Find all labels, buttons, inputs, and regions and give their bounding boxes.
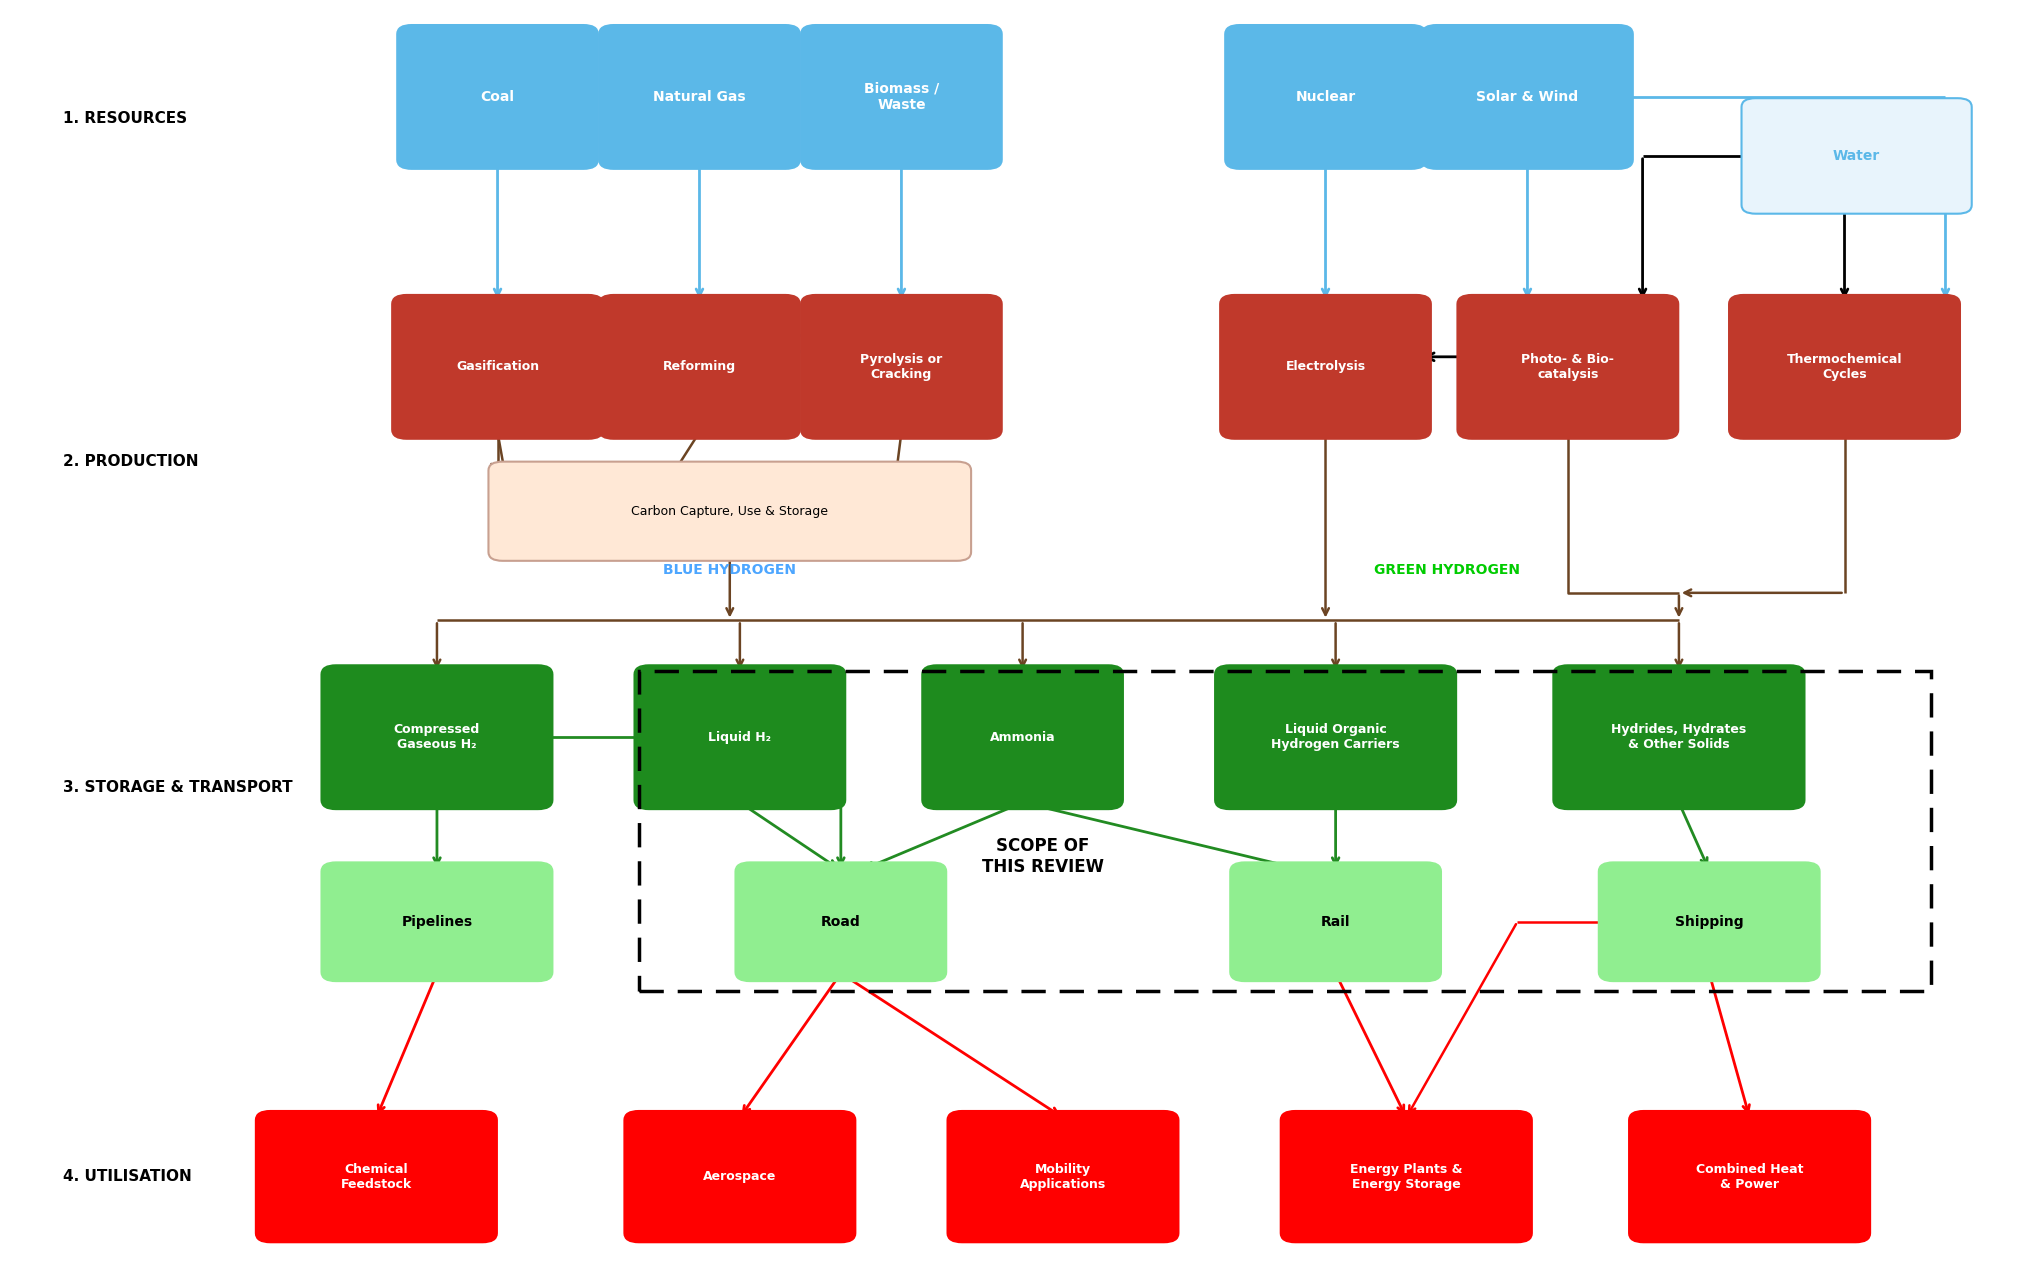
Text: 2. PRODUCTION: 2. PRODUCTION [63,454,198,469]
Text: Hydrides, Hydrates
& Other Solids: Hydrides, Hydrates & Other Solids [1612,724,1746,752]
FancyBboxPatch shape [626,1111,855,1242]
Text: Ammonia: Ammonia [990,730,1055,744]
FancyBboxPatch shape [1221,295,1430,439]
FancyBboxPatch shape [802,25,1002,169]
FancyBboxPatch shape [1600,863,1818,981]
FancyBboxPatch shape [397,25,597,169]
Text: Liquid Organic
Hydrogen Carriers: Liquid Organic Hydrogen Carriers [1272,724,1399,752]
Text: Water: Water [1833,149,1881,163]
FancyBboxPatch shape [1729,295,1960,439]
Text: Reforming: Reforming [662,361,735,373]
Text: Chemical
Feedstock: Chemical Feedstock [340,1163,411,1190]
Text: Coal: Coal [480,90,514,103]
FancyBboxPatch shape [1742,98,1972,213]
FancyBboxPatch shape [1215,666,1456,808]
Text: Shipping: Shipping [1675,914,1744,929]
FancyBboxPatch shape [1225,25,1426,169]
FancyBboxPatch shape [948,1111,1179,1242]
Text: SCOPE OF
THIS REVIEW: SCOPE OF THIS REVIEW [982,837,1104,876]
Text: Compressed
Gaseous H₂: Compressed Gaseous H₂ [393,724,480,752]
Text: 4. UTILISATION: 4. UTILISATION [63,1169,192,1184]
Text: Pyrolysis or
Cracking: Pyrolysis or Cracking [861,353,942,381]
Text: Energy Plants &
Energy Storage: Energy Plants & Energy Storage [1351,1163,1462,1190]
Text: Nuclear: Nuclear [1296,90,1355,103]
FancyBboxPatch shape [322,863,553,981]
FancyBboxPatch shape [1458,295,1679,439]
Text: Gasification: Gasification [456,361,539,373]
FancyBboxPatch shape [923,666,1122,808]
FancyBboxPatch shape [735,863,946,981]
FancyBboxPatch shape [488,462,972,561]
Text: Electrolysis: Electrolysis [1286,361,1365,373]
FancyBboxPatch shape [1231,863,1440,981]
FancyBboxPatch shape [257,1111,496,1242]
Text: Thermochemical
Cycles: Thermochemical Cycles [1786,353,1901,381]
FancyBboxPatch shape [1553,666,1804,808]
Text: Combined Heat
& Power: Combined Heat & Power [1695,1163,1804,1190]
Text: Aerospace: Aerospace [703,1170,776,1183]
Text: GREEN HYDROGEN: GREEN HYDROGEN [1373,564,1519,578]
FancyBboxPatch shape [1422,25,1632,169]
FancyBboxPatch shape [636,666,844,808]
FancyBboxPatch shape [599,25,800,169]
Text: Photo- & Bio-
catalysis: Photo- & Bio- catalysis [1521,353,1614,381]
Text: Rail: Rail [1320,914,1351,929]
FancyBboxPatch shape [802,295,1002,439]
Text: Carbon Capture, Use & Storage: Carbon Capture, Use & Storage [632,504,828,518]
Text: 1. RESOURCES: 1. RESOURCES [63,111,188,126]
Text: Solar & Wind: Solar & Wind [1476,90,1580,103]
FancyBboxPatch shape [1630,1111,1869,1242]
Text: Biomass /
Waste: Biomass / Waste [865,82,940,112]
Text: Mobility
Applications: Mobility Applications [1021,1163,1106,1190]
Text: Road: Road [820,914,861,929]
Text: Natural Gas: Natural Gas [654,90,745,103]
FancyBboxPatch shape [1282,1111,1531,1242]
FancyBboxPatch shape [322,666,553,808]
Text: 3. STORAGE & TRANSPORT: 3. STORAGE & TRANSPORT [63,781,294,794]
Text: Pipelines: Pipelines [401,914,472,929]
Text: Liquid H₂: Liquid H₂ [709,730,772,744]
FancyBboxPatch shape [393,295,603,439]
Bar [640,671,1932,991]
Text: BLUE HYDROGEN: BLUE HYDROGEN [664,564,796,578]
FancyBboxPatch shape [599,295,800,439]
